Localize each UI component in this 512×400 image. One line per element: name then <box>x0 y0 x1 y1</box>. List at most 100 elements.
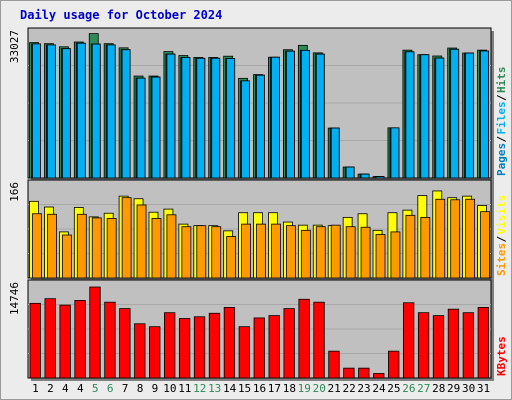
bar-files-day-1 <box>32 43 41 179</box>
bar-kbytes-day-6 <box>104 301 116 379</box>
x-tick-label-day-17: 17 <box>268 382 281 395</box>
bar-sites-day-22 <box>345 226 356 279</box>
bar-sites-day-7 <box>121 197 132 279</box>
x-tick-label-day-23: 23 <box>357 382 370 395</box>
bar-kbytes-day-11 <box>178 318 191 379</box>
bar-sites-day-18 <box>286 225 296 279</box>
y-max-label-hits-files-pages: 33027 <box>8 30 21 63</box>
bar-files-day-28 <box>435 57 445 179</box>
bar-sites-day-11 <box>181 226 192 279</box>
bar-kbytes-day-4 <box>59 304 71 379</box>
bar-kbytes-day-7 <box>119 308 131 379</box>
bar-sites-day-12 <box>196 225 207 279</box>
x-tick-label-day-22: 22 <box>342 382 355 395</box>
x-tick-label-day-13: 13 <box>208 382 221 395</box>
bar-files-day-29 <box>450 48 460 179</box>
bar-sites-day-10 <box>166 214 177 279</box>
bar-kbytes-day-13 <box>208 312 221 379</box>
x-tick-label-day-20: 20 <box>313 382 326 395</box>
bar-files-day-19 <box>300 49 310 179</box>
x-tick-label-day-30: 30 <box>462 382 475 395</box>
bar-kbytes-day-17 <box>268 315 280 379</box>
x-tick-label-day-5: 5 <box>92 382 99 395</box>
bar-files-day-16 <box>256 74 265 179</box>
bar-files-day-15 <box>241 80 250 179</box>
bar-files-day-8 <box>136 77 146 179</box>
x-tick-label-day-10: 10 <box>163 382 176 395</box>
bar-sites-day-27 <box>420 216 431 279</box>
bar-files-day-4 <box>76 42 86 179</box>
bar-files-day-21 <box>330 127 340 179</box>
legend-visits: Visits <box>495 195 508 235</box>
bar-kbytes-day-10 <box>164 312 176 379</box>
legend-pages: Pages <box>495 143 508 176</box>
bar-kbytes-day-30 <box>462 312 475 379</box>
bar-kbytes-day-29 <box>447 308 460 379</box>
x-tick-label-day-1: 1 <box>32 382 39 395</box>
x-tick-label-day-4: 4 <box>62 382 69 395</box>
x-tick-label-day-29: 29 <box>447 382 460 395</box>
x-tick-label-day-11: 11 <box>178 382 191 395</box>
bar-sites-day-16 <box>256 223 266 279</box>
bar-sites-day-4 <box>76 213 87 279</box>
x-tick-label-day-14: 14 <box>223 382 237 395</box>
bar-sites-day-6 <box>106 218 117 279</box>
bar-files-day-30 <box>465 52 475 179</box>
x-tick-label-day-2: 2 <box>47 382 54 395</box>
bar-files-day-20 <box>315 53 325 179</box>
bar-sites-day-24 <box>375 234 386 279</box>
bar-sites-day-21 <box>330 224 341 279</box>
legend-kbytes: KBytes <box>495 336 508 376</box>
bar-kbytes-day-23 <box>358 367 370 379</box>
bar-sites-day-14 <box>226 236 237 279</box>
legend-separator: / <box>495 236 508 243</box>
x-tick-label-day-12: 12 <box>193 382 206 395</box>
bar-kbytes-day-27 <box>417 312 430 379</box>
bar-kbytes-day-2 <box>44 298 56 379</box>
bar-sites-day-13 <box>211 226 222 279</box>
bar-files-day-17 <box>271 56 280 179</box>
bar-files-day-22 <box>345 166 355 179</box>
bar-sites-day-28 <box>435 198 446 279</box>
bar-kbytes-day-19 <box>298 298 310 379</box>
x-tick-label-day-15: 15 <box>238 382 251 395</box>
bar-kbytes-day-5 <box>89 286 101 379</box>
bar-kbytes-day-21 <box>328 350 340 379</box>
y-max-label-visits-sites: 166 <box>8 182 21 202</box>
bar-sites-day-5 <box>91 217 102 279</box>
bar-kbytes-day-9 <box>149 326 161 379</box>
bar-files-day-24 <box>375 176 385 179</box>
x-tick-label-day-8: 8 <box>137 382 144 395</box>
bar-kbytes-day-15 <box>238 326 250 379</box>
bar-sites-day-17 <box>271 223 281 279</box>
bar-sites-day-25 <box>390 231 401 279</box>
bar-files-day-26 <box>405 51 415 179</box>
x-tick-label-day-26: 26 <box>402 382 415 395</box>
x-tick-label-day-24: 24 <box>372 382 386 395</box>
bar-kbytes-day-26 <box>402 302 415 379</box>
bar-kbytes-day-16 <box>253 317 265 379</box>
bar-sites-day-31 <box>480 211 490 279</box>
bar-kbytes-day-31 <box>477 307 489 379</box>
bar-files-day-11 <box>181 57 191 179</box>
bar-sites-day-9 <box>151 218 162 279</box>
bar-sites-day-30 <box>465 198 476 279</box>
legend-separator: / <box>495 94 508 101</box>
bar-sites-day-4 <box>61 234 72 279</box>
bar-kbytes-day-4 <box>74 300 86 379</box>
bar-files-day-31 <box>480 50 489 179</box>
bar-sites-day-2 <box>47 213 57 279</box>
legend-separator: / <box>495 136 508 143</box>
bar-kbytes-day-28 <box>432 315 445 379</box>
bar-files-day-13 <box>211 57 221 179</box>
y-max-label-kbytes: 14746 <box>8 282 21 315</box>
bar-kbytes-day-8 <box>134 323 146 379</box>
x-tick-label-day-27: 27 <box>417 382 430 395</box>
bar-kbytes-day-25 <box>388 350 400 379</box>
bar-kbytes-day-1 <box>29 302 41 379</box>
bar-sites-day-19 <box>300 229 311 279</box>
bar-sites-day-8 <box>136 204 147 279</box>
legend-files: Files <box>495 101 508 134</box>
bar-files-day-27 <box>420 54 430 179</box>
